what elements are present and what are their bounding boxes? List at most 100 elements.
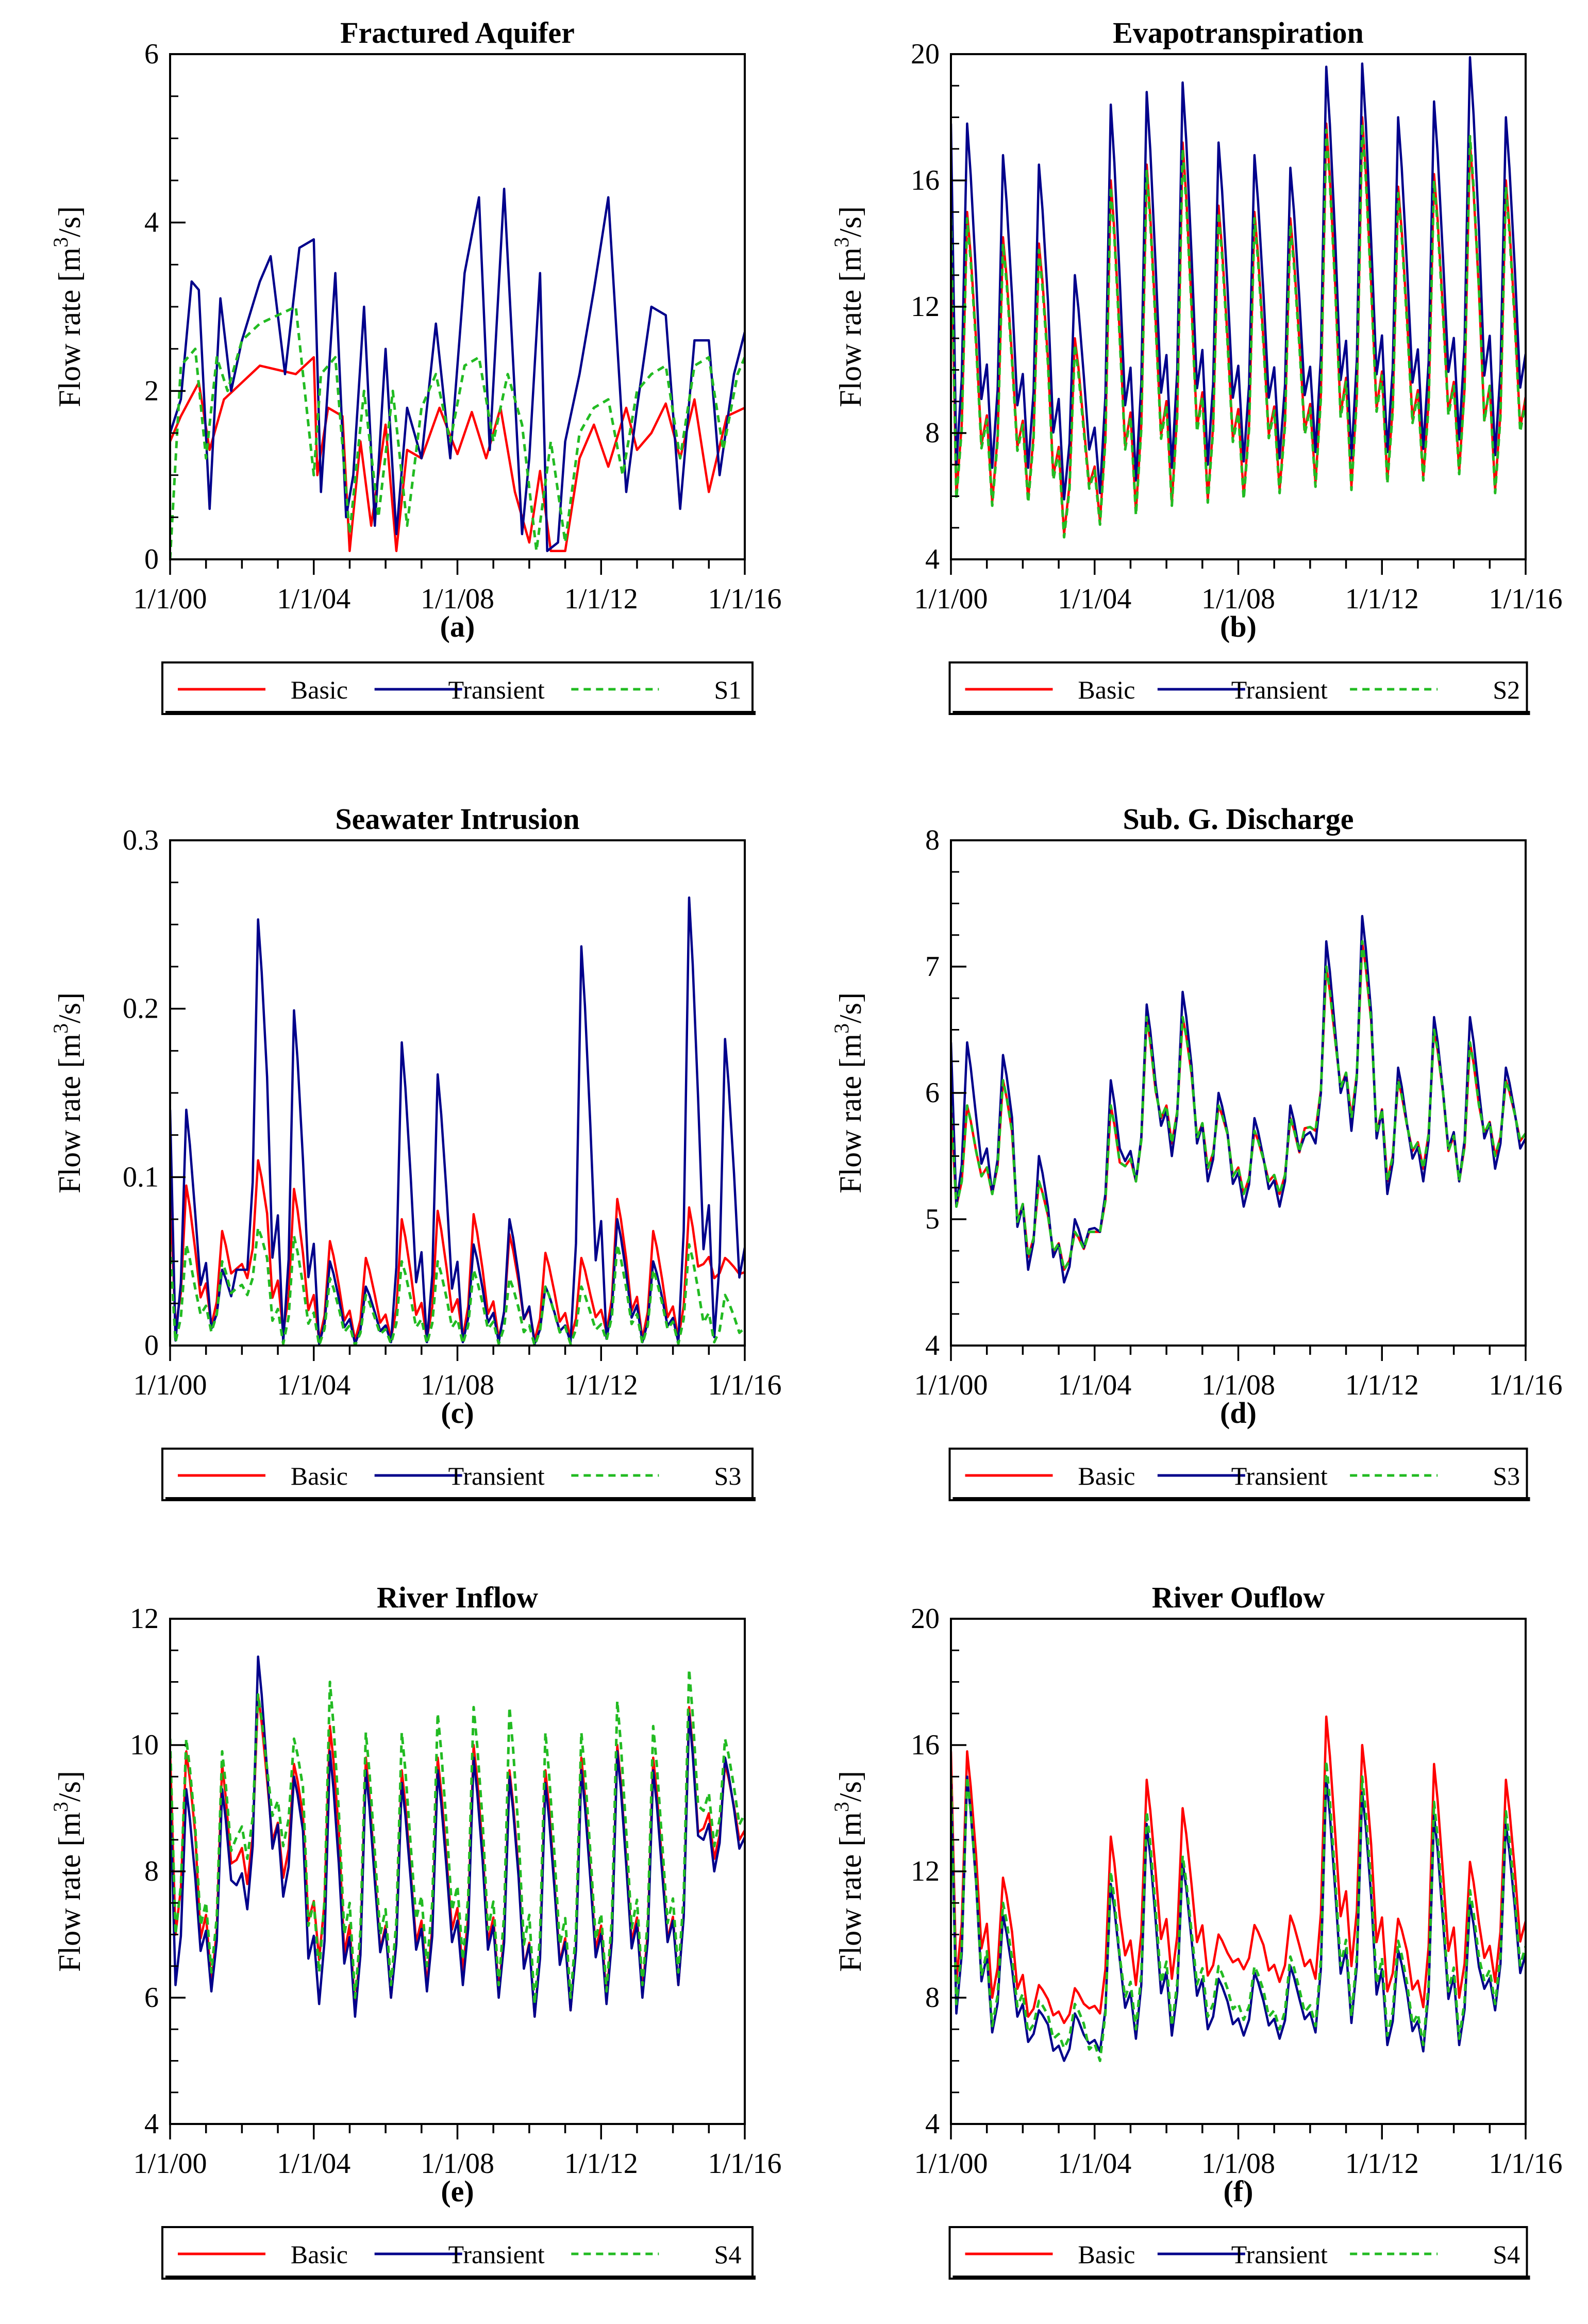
legend-label: Basic xyxy=(1078,1462,1135,1490)
y-tick-label: 0.2 xyxy=(123,993,159,1025)
legend-shadow xyxy=(952,2276,1530,2280)
legend-shadow xyxy=(165,711,756,715)
legend-label: S3 xyxy=(1493,1462,1520,1490)
y-tick-label: 6 xyxy=(144,38,159,70)
plot-frame xyxy=(169,53,746,560)
series-line-s3 xyxy=(170,1226,745,1346)
panel-title: Evapotranspiration xyxy=(1113,16,1364,49)
legend-label: S4 xyxy=(1493,2240,1520,2269)
panel-label: (a) xyxy=(440,610,475,643)
y-tick-label: 4 xyxy=(925,2108,940,2140)
x-tick-label: 1/1/04 xyxy=(1058,583,1131,615)
y-tick-label: 12 xyxy=(911,291,940,323)
y-tick-label: 6 xyxy=(925,1077,940,1109)
panel-b: Evapotranspiration 4 8 12 16 20 1/1/00 1/1/04 1/… xyxy=(830,16,1563,715)
series-line-s2 xyxy=(951,122,1526,539)
x-tick-label: 1/1/08 xyxy=(421,2148,494,2180)
legend-label: Basic xyxy=(1078,2240,1135,2269)
legend-label: Transient xyxy=(448,1462,545,1490)
legend-label: Transient xyxy=(1231,1462,1328,1490)
legend: Basic Transient S2 xyxy=(948,661,1530,715)
series-line-basic xyxy=(951,940,1526,1271)
x-tick-label: 1/1/16 xyxy=(1489,2148,1562,2180)
legend-label: Basic xyxy=(291,1462,348,1490)
panel-a: Fractured Aquifer 0 2 4 6 1/1/00 1/1/04 1/1/08 1… xyxy=(49,16,782,715)
y-tick-label: 7 xyxy=(925,951,940,983)
y-tick-label: 6 xyxy=(144,1982,159,2014)
y-tick-label: 8 xyxy=(925,824,940,856)
x-tick-label: 1/1/12 xyxy=(1345,1369,1419,1401)
legend-label: Transient xyxy=(1231,2240,1328,2269)
legend: Basic Transient S4 xyxy=(161,2226,756,2280)
y-tick-label: 4 xyxy=(144,2108,159,2140)
x-tick-label: 1/1/08 xyxy=(421,583,494,615)
series-group xyxy=(951,1715,1526,2062)
legend: Basic Transient S3 xyxy=(948,1448,1530,1501)
legend-shadow xyxy=(165,2276,756,2280)
legend: Basic Transient S1 xyxy=(161,661,756,715)
x-tick-label: 1/1/00 xyxy=(133,583,207,615)
x-tick-label: 1/1/04 xyxy=(1058,1369,1131,1401)
legend-shadow xyxy=(952,711,1530,715)
panel-d: Sub. G. Discharge 4 5 6 7 8 1/1/00 1/1/04 1/1/08… xyxy=(830,802,1563,1501)
y-axis-label: Flow rate [m3/s] xyxy=(830,206,867,407)
x-tick-label: 1/1/04 xyxy=(277,2148,350,2180)
x-tick-label: 1/1/00 xyxy=(133,1369,207,1401)
legend-label: S3 xyxy=(714,1462,742,1490)
panel-e: River Inflow 4 6 8 10 12 1/1/00 1/1/04 1/1/08 1/1… xyxy=(49,1581,782,2280)
y-tick-label: 12 xyxy=(130,1603,159,1635)
legend-label: Basic xyxy=(291,675,348,704)
x-tick-label: 1/1/08 xyxy=(1201,1369,1275,1401)
panel-label: (f) xyxy=(1224,2174,1253,2208)
y-tick-label: 12 xyxy=(911,1855,940,1887)
series-group xyxy=(951,915,1526,1284)
x-tick-label: 1/1/12 xyxy=(1345,583,1419,615)
series-line-s1 xyxy=(170,305,745,559)
series-line-s4 xyxy=(951,1759,1526,2062)
series-line-transient xyxy=(170,896,745,1345)
y-axis-label: Flow rate [m3/s] xyxy=(49,992,87,1193)
panel-title: Sub. G. Discharge xyxy=(1123,802,1354,836)
series-line-s3 xyxy=(951,940,1526,1271)
x-tick-label: 1/1/00 xyxy=(914,1369,988,1401)
y-tick-label: 20 xyxy=(911,1603,940,1635)
series-group xyxy=(170,896,745,1346)
panel-label: (e) xyxy=(441,2174,474,2208)
x-tick-label: 1/1/12 xyxy=(564,583,638,615)
y-tick-label: 10 xyxy=(130,1729,159,1761)
series-group xyxy=(170,188,745,559)
series-line-transient xyxy=(170,188,745,552)
y-tick-label: 16 xyxy=(911,1729,940,1761)
y-tick-label: 0 xyxy=(144,543,159,575)
legend-label: Transient xyxy=(1231,675,1328,704)
plot-frame xyxy=(950,839,1527,1347)
legend-label: Basic xyxy=(1078,675,1135,704)
x-tick-label: 1/1/12 xyxy=(564,2148,638,2180)
legend-label: Basic xyxy=(291,2240,348,2269)
x-tick-label: 1/1/16 xyxy=(708,1369,781,1401)
y-tick-label: 5 xyxy=(925,1203,940,1235)
x-tick-label: 1/1/04 xyxy=(277,1369,350,1401)
series-line-transient xyxy=(951,56,1526,501)
x-tick-label: 1/1/12 xyxy=(564,1369,638,1401)
series-group xyxy=(170,1655,745,2018)
legend-label: S4 xyxy=(714,2240,742,2269)
panel-title: River Inflow xyxy=(377,1581,538,1614)
panel-label: (b) xyxy=(1220,610,1257,643)
y-tick-label: 8 xyxy=(144,1855,159,1887)
legend-label: S2 xyxy=(1493,675,1520,704)
x-tick-label: 1/1/16 xyxy=(708,2148,781,2180)
y-axis-label: Flow rate [m3/s] xyxy=(830,992,867,1193)
legend-label: Transient xyxy=(448,675,545,704)
x-tick-label: 1/1/16 xyxy=(1489,1369,1562,1401)
y-tick-label: 4 xyxy=(925,1330,940,1362)
x-tick-label: 1/1/04 xyxy=(277,583,350,615)
series-line-s4 xyxy=(170,1668,745,2005)
x-tick-label: 1/1/16 xyxy=(708,583,781,615)
x-tick-label: 1/1/16 xyxy=(1489,583,1562,615)
x-tick-label: 1/1/00 xyxy=(133,2148,207,2180)
x-tick-label: 1/1/00 xyxy=(914,2148,988,2180)
legend-label: Transient xyxy=(448,2240,545,2269)
series-line-basic xyxy=(170,1159,745,1342)
